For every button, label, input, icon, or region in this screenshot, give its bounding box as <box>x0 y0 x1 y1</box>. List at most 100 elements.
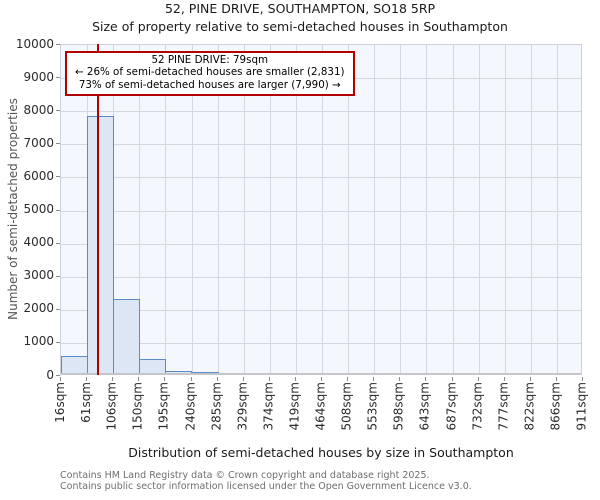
horizontal-gridline <box>61 144 581 146</box>
y-tick-mark <box>56 209 60 211</box>
y-tick-label: 8000 <box>23 102 54 117</box>
y-tick-label: 6000 <box>23 168 54 183</box>
x-tick-mark <box>138 377 140 381</box>
y-tick-label: 10000 <box>15 36 54 51</box>
x-tick-mark <box>242 377 244 381</box>
x-tick-mark <box>164 377 166 381</box>
horizontal-gridline <box>61 177 581 179</box>
horizontal-gridline <box>61 243 581 245</box>
y-tick-mark <box>56 110 60 112</box>
x-tick-mark <box>373 377 375 381</box>
x-tick-label: 464sqm <box>313 382 328 431</box>
vertical-gridline <box>426 45 428 373</box>
x-tick-label: 866sqm <box>548 382 563 431</box>
histogram-bar <box>165 370 193 373</box>
x-tick-label: 106sqm <box>104 382 119 431</box>
x-tick-mark <box>529 377 531 381</box>
x-tick-label: 240sqm <box>183 382 197 431</box>
x-tick-label: 16sqm <box>52 382 67 423</box>
footer-line-1: Contains HM Land Registry data © Crown c… <box>60 470 430 481</box>
y-tick-label: 5000 <box>23 202 54 216</box>
y-axis-label: Number of semi-detached properties <box>6 98 20 320</box>
histogram-bar <box>191 372 219 373</box>
x-tick-label: 777sqm <box>496 382 511 431</box>
x-tick-label: 285sqm <box>209 382 224 431</box>
horizontal-gridline <box>61 210 581 212</box>
x-tick-mark <box>425 377 427 381</box>
vertical-gridline <box>139 45 141 373</box>
x-tick-mark <box>399 377 401 381</box>
chart-title: 52, PINE DRIVE, SOUTHAMPTON, SO18 5RP <box>164 1 436 16</box>
vertical-gridline <box>478 45 480 373</box>
x-tick-mark <box>86 377 88 381</box>
histogram-bar <box>87 116 115 373</box>
vertical-gridline <box>530 45 532 373</box>
x-tick-label: 822sqm <box>522 382 537 431</box>
horizontal-gridline <box>61 342 581 344</box>
y-tick-label: 1000 <box>23 334 54 349</box>
x-tick-mark <box>190 377 192 381</box>
x-tick-label: 911sqm <box>574 382 589 431</box>
y-tick-mark <box>56 341 60 343</box>
y-tick-label: 9000 <box>23 69 54 84</box>
y-tick-label: 7000 <box>23 135 54 150</box>
x-tick-mark <box>477 377 479 381</box>
vertical-gridline <box>348 45 350 373</box>
x-tick-label: 374sqm <box>261 382 276 431</box>
license-footer: Contains HM Land Registry data © Crown c… <box>60 470 472 492</box>
horizontal-gridline <box>61 276 581 278</box>
x-tick-mark <box>268 377 270 381</box>
horizontal-gridline <box>61 111 581 113</box>
y-tick-mark <box>56 375 60 376</box>
x-tick-label: 732sqm <box>470 382 485 431</box>
x-tick-label: 195sqm <box>156 382 171 431</box>
vertical-gridline <box>400 45 402 373</box>
horizontal-gridline <box>61 309 581 311</box>
vertical-gridline <box>165 45 167 373</box>
x-tick-mark <box>112 377 114 381</box>
annotation-box: 52 PINE DRIVE: 79sqm ← 26% of semi-detac… <box>65 51 355 97</box>
x-tick-label: 643sqm <box>417 382 432 431</box>
y-tick-label: 2000 <box>23 301 54 316</box>
chart-subtitle: Size of property relative to semi-detach… <box>92 19 508 34</box>
x-tick-label: 508sqm <box>339 382 354 431</box>
annotation-line-2: ← 26% of semi-detached houses are smalle… <box>75 66 345 79</box>
x-tick-mark <box>503 377 505 381</box>
x-tick-label: 687sqm <box>444 382 458 431</box>
vertical-gridline <box>504 45 506 373</box>
plot-area: 52 PINE DRIVE: 79sqm ← 26% of semi-detac… <box>60 44 582 375</box>
y-tick-mark <box>56 176 60 178</box>
vertical-gridline <box>243 45 245 373</box>
y-tick-mark <box>56 143 60 145</box>
histogram-bar <box>139 359 167 373</box>
y-tick-label: 0 <box>46 367 54 382</box>
x-tick-mark <box>60 377 61 381</box>
vertical-gridline <box>217 45 219 373</box>
x-tick-mark <box>294 377 296 381</box>
x-tick-label: 61sqm <box>78 382 93 423</box>
x-tick-label: 329sqm <box>235 382 250 431</box>
footer-line-2: Contains public sector information licen… <box>60 480 472 492</box>
vertical-gridline <box>322 45 323 373</box>
x-tick-label: 598sqm <box>391 382 406 431</box>
x-tick-mark <box>347 377 349 381</box>
vertical-gridline <box>191 45 193 373</box>
vertical-gridline <box>452 45 454 373</box>
vertical-gridline <box>556 45 558 373</box>
x-tick-mark <box>555 377 557 381</box>
y-tick-label: 4000 <box>23 235 54 250</box>
annotation-line-3: 73% of semi-detached houses are larger (… <box>78 78 341 91</box>
y-tick-mark <box>56 77 60 79</box>
property-marker-line <box>96 44 99 375</box>
y-tick-mark <box>56 308 60 310</box>
x-tick-mark <box>582 377 583 381</box>
y-tick-mark <box>56 44 60 45</box>
y-tick-mark <box>56 275 60 277</box>
histogram-bar <box>113 298 141 373</box>
vertical-gridline <box>374 45 376 373</box>
vertical-gridline <box>269 45 271 373</box>
x-axis-label: Distribution of semi-detached houses by … <box>128 445 514 460</box>
y-tick-label: 3000 <box>23 268 54 283</box>
histogram-bar <box>61 356 89 373</box>
